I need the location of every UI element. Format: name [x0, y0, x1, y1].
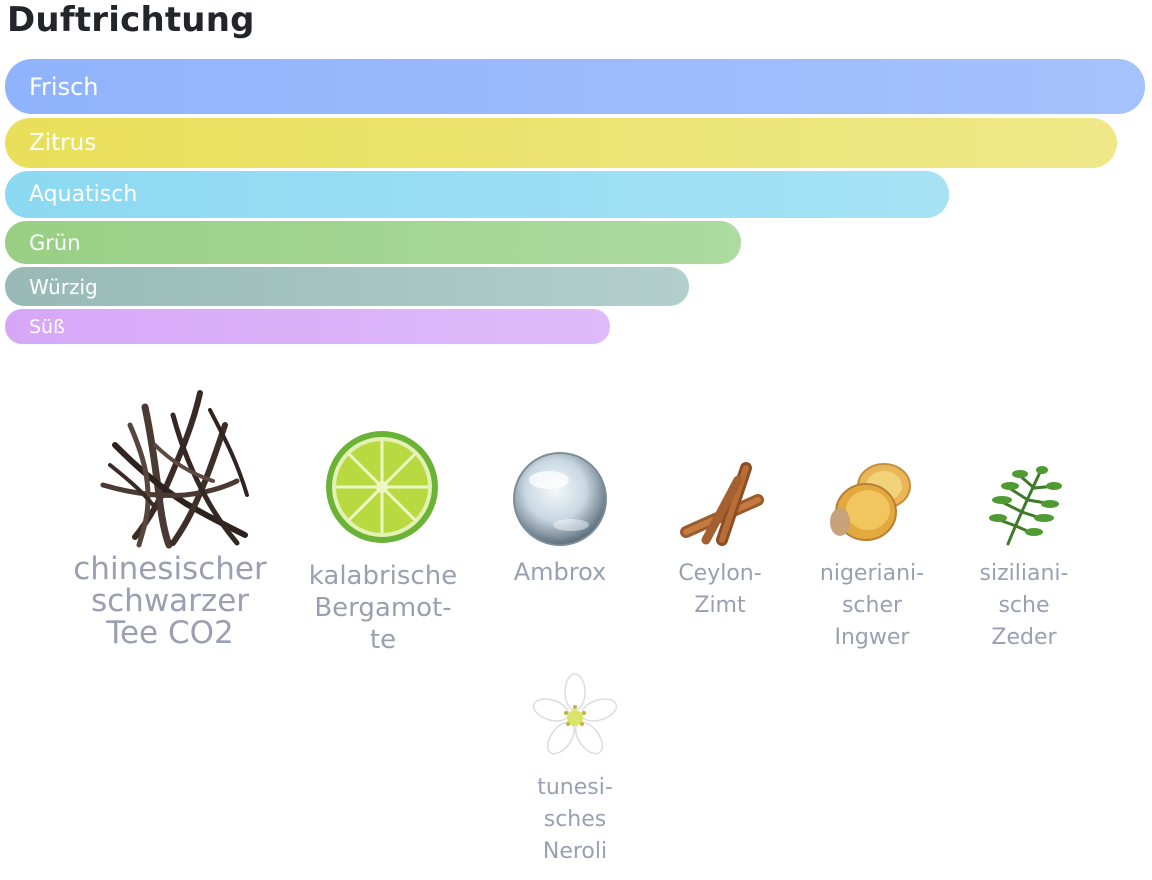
ingredient-label: siziliani- sche Zeder: [979, 561, 1069, 650]
scent-bar-zitrus: Zitrus: [5, 118, 1117, 168]
bergamot-icon: [326, 431, 438, 543]
ingredient-cedar[interactable]: siziliani- sche Zeder: [964, 460, 1084, 654]
cinnamon-icon: [680, 462, 764, 546]
ingredient-label: kalabrische Bergamot- te: [308, 561, 458, 655]
black-tea-leaves-icon: [100, 390, 249, 549]
cedar-branch-icon: [989, 466, 1062, 546]
ginger-icon: [830, 463, 911, 541]
scent-bar-label: Würzig: [29, 274, 98, 299]
ingredient-label: Ceylon- Zimt: [678, 561, 762, 618]
scent-bar-label: Grün: [29, 230, 81, 255]
ingredient-ambrox[interactable]: Ambrox: [495, 450, 625, 588]
scent-bar-aquatisch: Aquatisch: [5, 171, 949, 218]
ingredient-neroli[interactable]: tunesi- sches Neroli: [515, 672, 635, 868]
ingredient-label: nigeriani- scher Ingwer: [819, 561, 925, 650]
scent-bar-label: Zitrus: [29, 130, 97, 156]
scent-bar-label: Süß: [29, 315, 66, 338]
ingredient-cinnamon[interactable]: Ceylon- Zimt: [660, 460, 780, 622]
ingredient-black-tea[interactable]: chinesischer schwarzer Tee CO2: [70, 385, 270, 649]
ingredient-ginger[interactable]: nigeriani- scher Ingwer: [812, 460, 932, 654]
ingredient-label: tunesi- sches Neroli: [537, 775, 613, 864]
ambrox-drop-icon: [513, 452, 607, 546]
section-title: Duftrichtung: [7, 0, 255, 40]
scent-bar-suess: Süß: [5, 309, 610, 344]
neroli-flower-icon: [532, 673, 618, 755]
ingredient-label: Ambrox: [513, 558, 607, 586]
scent-bar-label: Frisch: [29, 72, 99, 101]
ingredient-bergamot[interactable]: kalabrische Bergamot- te: [298, 425, 468, 656]
ingredient-label: chinesischer schwarzer Tee CO2: [73, 551, 267, 651]
scent-bar-wuerzig: Würzig: [5, 267, 689, 306]
scent-bar-label: Aquatisch: [29, 182, 138, 207]
scent-bar-gruen: Grün: [5, 221, 741, 264]
scent-bar-frisch: Frisch: [5, 59, 1145, 114]
